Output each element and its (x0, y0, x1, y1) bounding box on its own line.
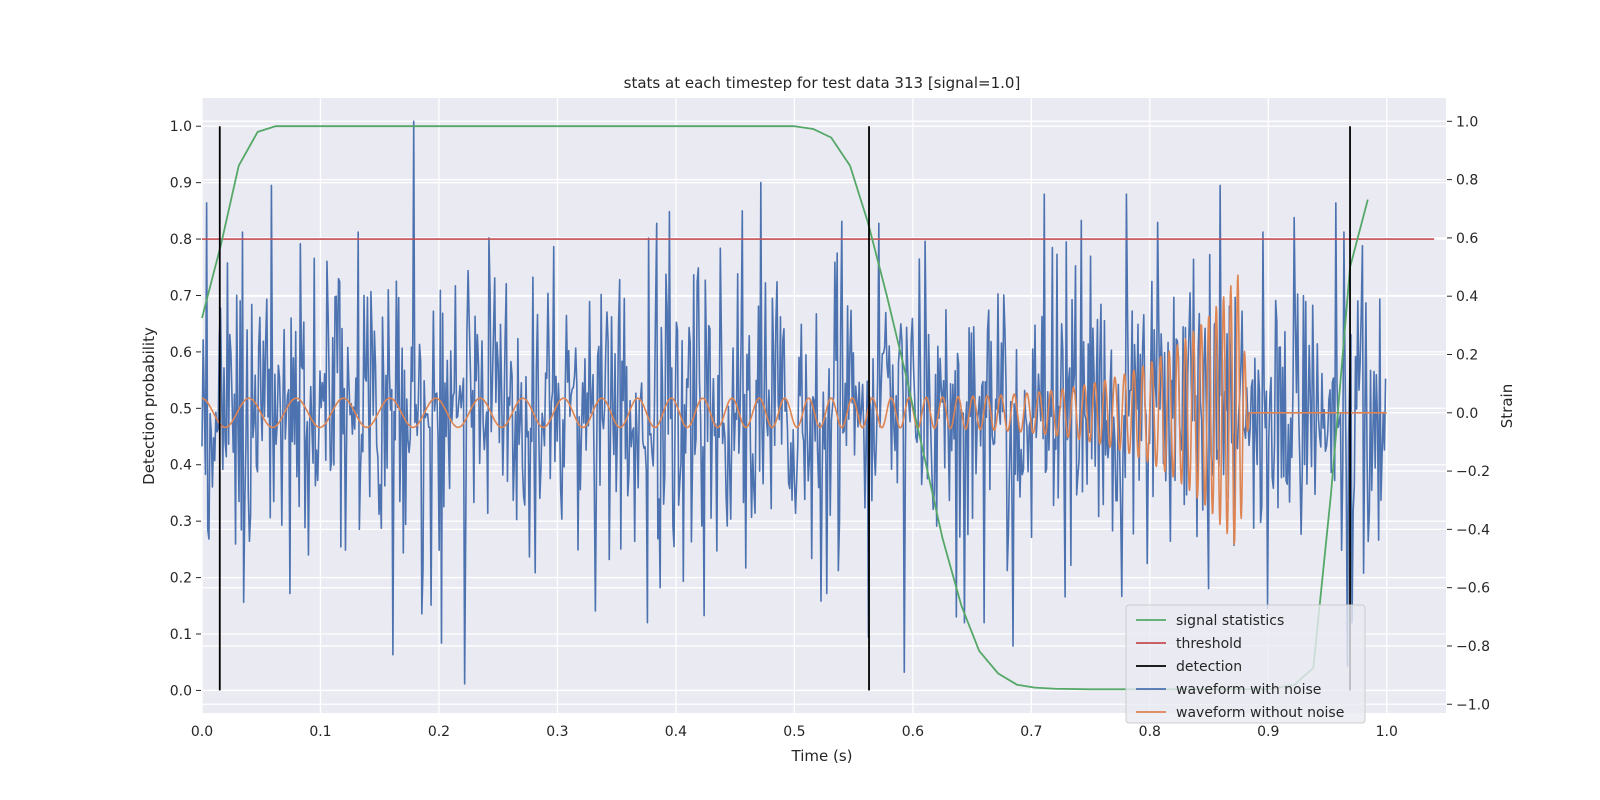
y-axis-left: 0.0 0.1 0.2 0.3 0.4 0.5 0.6 0.7 0.8 0.9 1.0 (170, 119, 201, 699)
y-tick-label-right: −0.2 (1456, 464, 1490, 480)
x-tick-label: 0.6 (902, 724, 924, 740)
chart-title: stats at each timestep for test data 313… (624, 74, 1021, 92)
legend-label: waveform with noise (1176, 682, 1321, 698)
y-tick-label-left: 0.3 (170, 514, 192, 530)
legend-label: detection (1176, 659, 1242, 675)
y-tick-label-left: 0.7 (170, 288, 192, 304)
y-axis-right: −1.0 −0.8 −0.6 −0.4 −0.2 0.0 0.2 0.4 0.6 0.8 1.0 (1447, 114, 1490, 713)
y-tick-label-left: 0.1 (170, 627, 192, 643)
legend-label: signal statistics (1176, 613, 1284, 629)
y-tick-label-left: 0.2 (170, 571, 192, 587)
y-tick-label-right: −0.6 (1456, 581, 1490, 597)
series-waveform-with-noise (201, 120, 1387, 685)
x-tick-label: 0.4 (665, 724, 687, 740)
y-tick-label-left: 0.9 (170, 176, 192, 192)
y-tick-label-right: −1.0 (1456, 697, 1490, 713)
legend-box (1125, 604, 1366, 724)
y-tick-label-left: 0.8 (170, 232, 192, 248)
y-tick-label-right: 1.0 (1456, 114, 1478, 130)
y-axis-right-label: Strain (1498, 384, 1516, 428)
y-tick-label-right: −0.4 (1456, 522, 1490, 538)
x-tick-label: 0.1 (309, 724, 331, 740)
y-tick-label-right: 0.4 (1456, 289, 1478, 305)
y-tick-label-right: 0.0 (1456, 406, 1478, 422)
y-tick-label-left: 0.6 (170, 345, 192, 361)
y-tick-label-right: 0.8 (1456, 173, 1478, 189)
y-tick-label-right: 0.6 (1456, 231, 1478, 247)
y-tick-label-left: 1.0 (170, 119, 192, 135)
y-axis-left-label: Detection probability (140, 327, 158, 485)
y-tick-label-left: 0.5 (170, 401, 192, 417)
legend: signal statistics threshold detection wavef… (1125, 604, 1366, 724)
x-tick-label: 0.3 (546, 724, 568, 740)
x-tick-label: 1.0 (1376, 724, 1398, 740)
x-tick-label: 0.7 (1020, 724, 1042, 740)
x-axis-label: Time (s) (791, 747, 853, 765)
x-tick-label: 0.8 (1139, 724, 1161, 740)
x-tick-label: 0.0 (191, 724, 213, 740)
x-axis: 0.0 0.1 0.2 0.3 0.4 0.5 0.6 0.7 0.8 0.9 1.0 (191, 724, 1398, 740)
series-waveform-without-noise (201, 274, 1388, 546)
y-tick-label-left: 0.0 (170, 683, 192, 699)
x-tick-label: 0.9 (1257, 724, 1279, 740)
y-tick-label-right: −0.8 (1456, 639, 1490, 655)
y-tick-label-left: 0.4 (170, 458, 192, 474)
y-tick-label-right: 0.2 (1456, 347, 1478, 363)
x-tick-label: 0.2 (428, 724, 450, 740)
legend-label: threshold (1176, 636, 1242, 652)
x-tick-label: 0.5 (783, 724, 805, 740)
legend-label: waveform without noise (1176, 705, 1344, 721)
